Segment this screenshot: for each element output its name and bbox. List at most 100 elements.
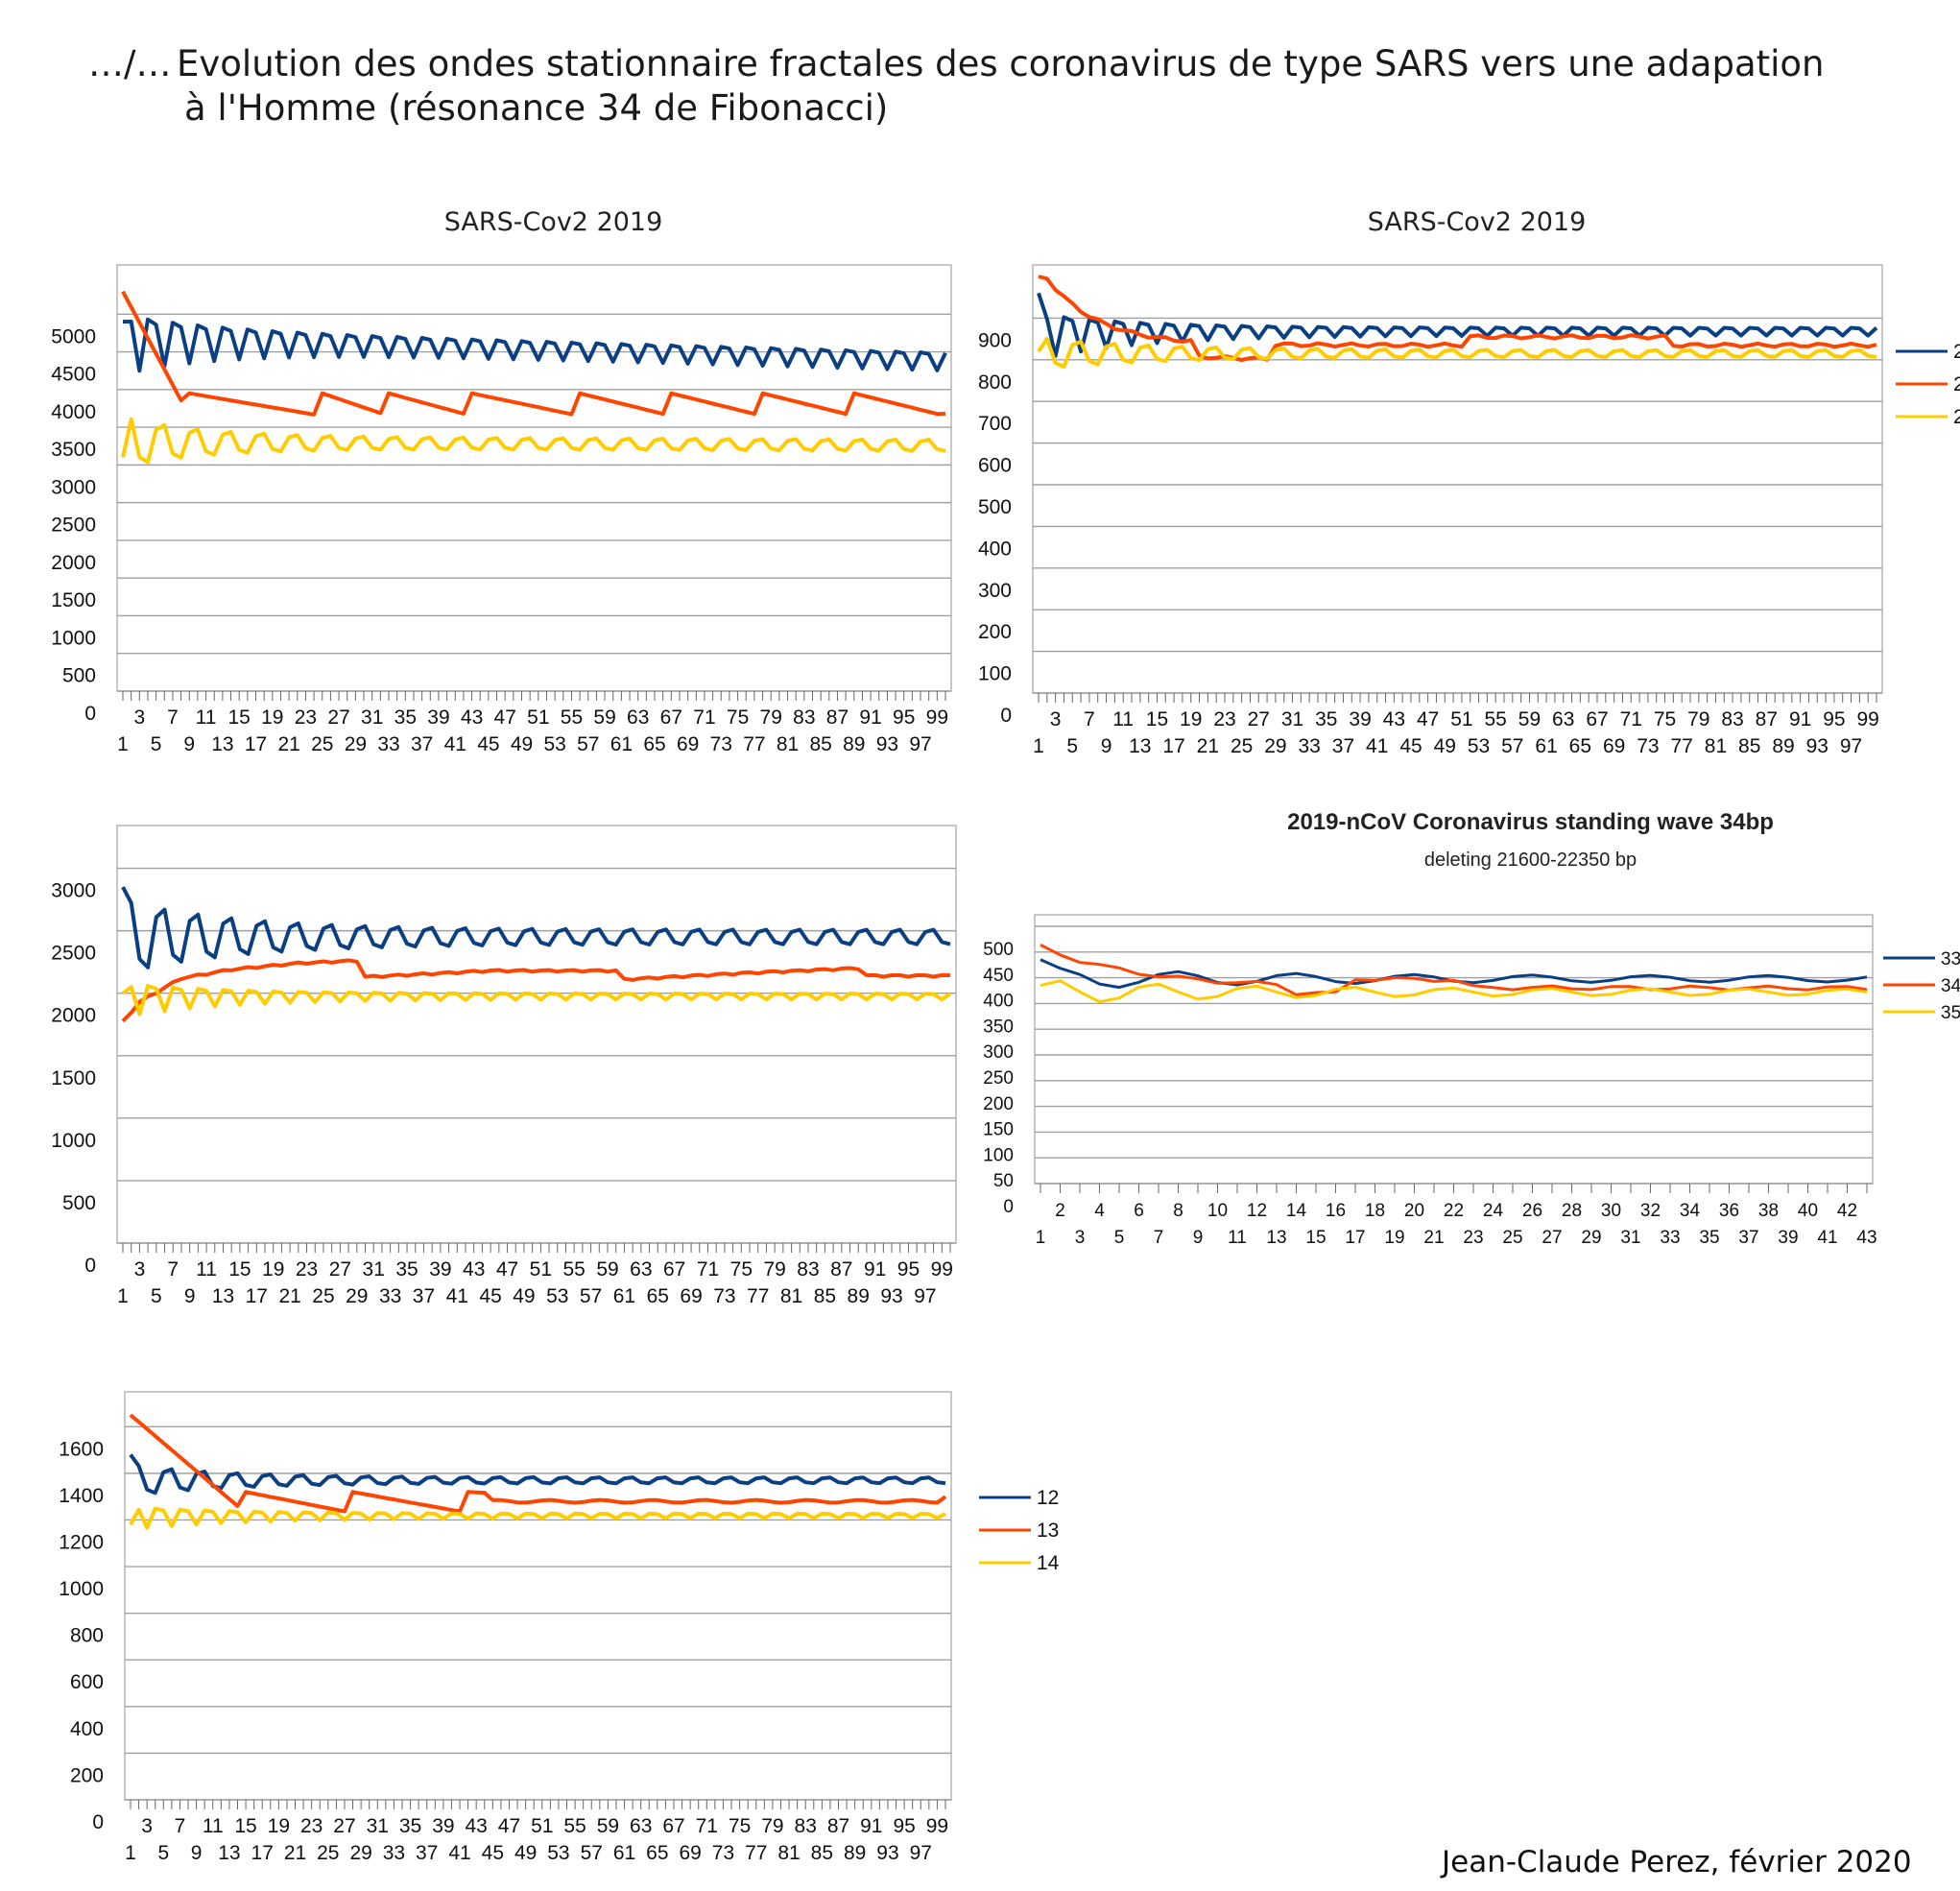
x-tick-label: 87 [830,1258,852,1281]
x-tick-label: 89 [848,1285,870,1307]
x-tick-label: 33 [377,733,399,755]
chart-subtitle: deleting 21600-22350 bp [1424,850,1637,871]
x-tick-label: 23 [296,1258,318,1281]
series-line-yellow [1040,979,1868,1004]
legend-label: 33 [1941,949,1960,969]
chart-svg: 3000250020001500100050001357911131517192… [51,825,957,1307]
x-tick-label: 26 [1522,1201,1542,1221]
x-tick-label: 3 [141,1815,153,1837]
x-tick-label: 27 [327,706,349,729]
x-tick-label: 83 [793,706,815,729]
x-tick-label: 37 [411,733,433,755]
x-tick-label: 79 [761,1815,783,1837]
x-tick-label: 13 [1129,735,1151,757]
x-tick-label: 29 [1581,1228,1601,1248]
x-tick-label: 23 [1463,1228,1483,1248]
series-line-blue [1040,958,1868,990]
x-tick-label: 41 [1366,735,1388,757]
x-tick-label: 61 [610,733,633,755]
x-tick-label: 51 [531,1815,553,1837]
x-tick-label: 39 [427,706,449,729]
x-tick-label: 23 [295,706,317,729]
x-tick-label: 9 [184,1285,196,1307]
x-tick-label: 5 [151,733,162,755]
series-line-yellow [121,984,952,1017]
y-tick-label: 600 [70,1671,104,1693]
y-tick-label: 200 [983,1094,1014,1114]
y-tick-label: 1500 [51,589,96,611]
y-tick-label: 700 [978,413,1012,435]
legend-label: 2 [1953,373,1960,395]
x-tick-label: 59 [596,1258,618,1281]
x-tick-label: 18 [1365,1201,1385,1221]
y-tick-label: 800 [70,1625,104,1647]
x-tick-label: 29 [346,1285,368,1307]
y-tick-label: 2000 [51,1005,96,1027]
x-tick-label: 41 [446,1285,468,1307]
chart-ncov-standing-wave: 2019-nCoV Coronavirus standing wave 34bp… [960,806,1960,1248]
x-tick-label: 31 [363,1258,385,1281]
x-tick-label: 45 [1399,735,1422,757]
x-tick-label: 6 [1134,1201,1144,1221]
x-tick-label: 43 [1383,708,1405,730]
x-tick-label: 7 [1084,708,1095,730]
x-tick-label: 19 [268,1815,290,1837]
x-tick-label: 17 [245,733,267,755]
x-tick-label: 31 [1620,1228,1640,1248]
y-tick-label: 500 [62,1192,96,1214]
x-tick-label: 15 [1146,708,1168,730]
x-tick-label: 32 [1640,1201,1661,1221]
x-tick-label: 21 [277,733,299,755]
x-tick-label: 97 [909,733,931,755]
x-tick-label: 87 [827,1815,849,1837]
x-tick-label: 77 [745,1842,767,1864]
chart-middle-left: 3000 2500 2000 1500 1000 500 0 1 3 5 7 9 11 13 15 17 19 2… [0,825,960,1325]
y-tick-label: 1500 [51,1067,96,1089]
x-tick-label: 69 [679,1842,701,1864]
x-tick-label: 73 [1637,735,1659,757]
x-tick-label: 39 [432,1815,454,1837]
x-tick-label: 83 [1721,708,1743,730]
y-tick-label: 3500 [51,439,96,461]
page-title: …/… Evolution des ondes stationnaire frac… [88,42,1912,131]
x-tick-label: 9 [1101,735,1112,757]
x-tick-label: 37 [1332,735,1354,757]
chart-title: SARS-Cov2 2019 [1368,207,1587,237]
x-tick-label: 51 [527,706,549,729]
x-tick-label: 7 [1154,1228,1164,1248]
x-tick-label: 5 [157,1842,169,1864]
x-tick-label: 30 [1601,1201,1621,1221]
x-tick-label: 11 [196,706,217,729]
x-tick-label: 93 [880,1285,902,1307]
chart-svg: 1600140012001000800600400200013579111315… [59,1391,1060,1864]
x-tick-label: 63 [630,1258,652,1281]
y-tick-label: 0 [92,1811,104,1833]
x-tick-label: 9 [1193,1228,1204,1248]
series-line-red [1038,275,1877,362]
chart-svg: SARS-Cov2 201950004500400035003000250020… [51,207,952,755]
x-tick-label: 93 [876,733,898,755]
x-tick-label: 27 [333,1815,355,1837]
y-tick-label: 3000 [51,476,96,498]
y-tick-label: 400 [70,1718,104,1740]
series-line-red [121,290,946,417]
y-tick-label: 300 [983,1042,1014,1063]
x-tick-label: 42 [1837,1201,1857,1221]
x-tick-label: 45 [482,1842,504,1864]
x-tick-label: 29 [1264,735,1286,757]
x-tick-label: 91 [864,1258,886,1281]
x-tick-label: 33 [379,1285,401,1307]
x-tick-label: 16 [1326,1201,1346,1221]
x-tick-label: 43 [466,1815,488,1837]
x-tick-label: 79 [760,706,782,729]
x-tick-label: 65 [643,733,665,755]
y-tick-label: 1000 [59,1578,104,1600]
x-tick-label: 1 [117,733,129,755]
x-tick-label: 75 [730,1258,753,1281]
x-tick-label: 81 [777,733,799,755]
x-tick-label: 61 [613,1842,635,1864]
x-tick-label: 35 [395,1258,418,1281]
x-tick-label: 25 [312,1285,334,1307]
x-tick-label: 31 [1281,708,1303,730]
legend-label: 14 [1037,1552,1060,1574]
